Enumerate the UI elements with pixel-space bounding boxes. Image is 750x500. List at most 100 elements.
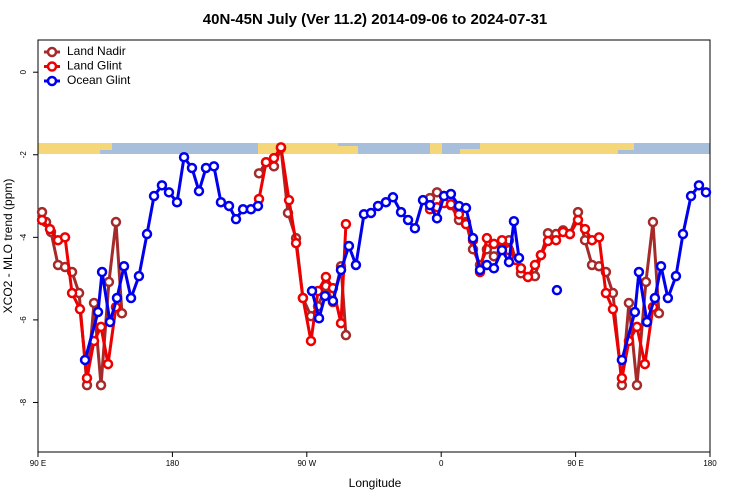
data-point [327,295,339,307]
data-point [193,185,205,197]
data-point [335,264,347,276]
data-point [110,216,122,228]
data-point [402,214,414,226]
y-axis-label: XCO2 - MLO trend (ppm) [1,179,15,314]
data-point [186,162,198,174]
data-point [535,249,547,261]
x-axis-label: Longitude [349,476,402,490]
data-point [104,316,116,328]
data-point [283,194,295,206]
data-point [633,266,645,278]
plot-frame [37,39,711,453]
data-point [481,232,493,244]
data-point [335,317,347,329]
data-point [445,188,457,200]
data-point [95,321,107,333]
data-point [572,214,584,226]
data-point [208,161,220,172]
data-point [340,218,352,230]
data-point [515,263,527,274]
data-point [417,194,429,206]
series-line [40,146,661,387]
data-point [116,308,128,319]
data-point [700,187,712,198]
data-point [641,316,653,328]
data-point [305,335,317,347]
data-point [395,206,407,218]
data-point [550,234,562,246]
data-point [66,287,78,299]
data-point [693,180,705,191]
data-point [125,292,137,304]
x-tick-label: 180 [703,459,717,468]
data-point [424,199,436,211]
data-point [655,260,667,272]
data-point [79,354,91,366]
series-line [40,145,655,380]
data-point [685,190,697,202]
chart-title: 40N-45N July (Ver 11.2) 2014-09-06 to 20… [203,11,547,28]
land-mask-strip [38,143,710,154]
data-point [474,264,486,276]
data-point [95,379,107,391]
data-point [313,312,325,324]
data-point [230,213,242,225]
data-point [163,187,175,198]
data-point [522,271,534,283]
data-point [148,190,160,202]
data-point [340,329,352,341]
y-tick-label: -4 [19,233,28,241]
data-point [564,228,576,240]
x-tick-label: 180 [166,459,180,468]
data-point [631,379,643,391]
data-point [36,214,48,226]
data-point [253,168,265,179]
data-point [81,372,93,384]
x-tick-label: 0 [439,459,444,468]
data-point [387,192,399,203]
data-point [409,222,421,234]
legend-marker [46,61,58,72]
data-point [320,271,332,283]
data-point [649,292,661,304]
data-point [579,223,591,235]
data-point [639,358,651,370]
data-point [460,202,472,214]
data-point [343,240,355,252]
data-point [74,303,86,315]
data-point [677,228,689,240]
y-tick-label: -2 [19,151,28,159]
data-point [59,232,71,243]
data-point [647,216,659,228]
data-point [268,152,280,164]
data-point [141,228,153,240]
data-point [268,161,280,172]
data-point [92,306,104,318]
data-point [215,196,227,208]
data-point [640,276,652,288]
data-point [103,276,115,288]
series-line [83,155,708,361]
data-point [178,151,190,163]
data-point [508,215,520,227]
legend-marker [46,46,58,58]
legend-marker [46,75,58,87]
legend-label: Land Nadir [67,44,126,58]
data-point [260,156,272,168]
data-point [662,292,674,304]
data-point [496,244,508,256]
data-point [171,196,183,208]
x-tick-label: 90 E [30,459,46,468]
data-point [380,196,392,208]
y-tick-label: -8 [19,398,28,406]
data-point [513,252,525,264]
data-point [488,263,500,274]
x-tick-label: 90 W [297,459,316,468]
data-point [223,200,235,212]
data-point [44,223,56,235]
data-point [350,259,362,271]
data-point [488,238,500,250]
data-point [445,199,457,210]
data-point [467,232,479,244]
legend-label: Ocean Glint [67,73,131,87]
